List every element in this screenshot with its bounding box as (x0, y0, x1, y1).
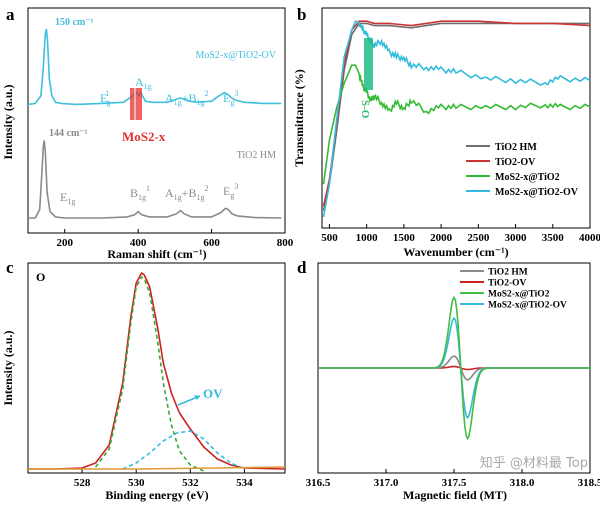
panel-b-legend: TiO2 HM TiO2-OV MoS2-x@TiO2 MoS2-x@TiO2-OV (466, 142, 579, 198)
panel-a-ylabel: Intensity (a.u.) (1, 84, 15, 159)
peak-label: Eg3 (223, 89, 238, 107)
watermark: 知乎 @材料最 Top (480, 455, 588, 471)
x-tick-label: 4000 (579, 232, 600, 244)
panel-d-label: d (297, 258, 307, 277)
panel-b-label: b (297, 5, 306, 24)
legend-label: TiO2 HM (495, 142, 537, 153)
series-line (28, 140, 282, 219)
peak-label: B1g1 (130, 184, 150, 202)
peak-label: E1g (60, 190, 75, 206)
series-line (94, 276, 205, 472)
series-line (318, 295, 590, 441)
annotation-150: 150 cm⁻¹ (55, 17, 94, 28)
panel-a-xlabel: Raman shift (cm⁻¹) (107, 247, 206, 261)
x-tick-label: 318.0 (510, 477, 535, 489)
panel-a-frame (27, 7, 286, 234)
panel-c-lines (28, 272, 286, 472)
legend-label: TiO2-OV (488, 279, 526, 289)
mos2-highlight-stripe (134, 88, 136, 120)
peak-label: A1g+B1g2 (165, 89, 208, 107)
panel-b-xticks: 500 1000 1500 2000 2500 3000 3500 4000 (321, 224, 600, 244)
legend-label: TiO2 HM (488, 268, 528, 278)
panel-c: c O Intensity (a.u.) Binding energy (eV)… (1, 258, 286, 502)
legend-label: MoS2-x@TiO2 (488, 290, 550, 300)
peak-label: A1g+B1g2 (165, 184, 208, 202)
series-line (122, 430, 245, 470)
series-line (322, 64, 591, 185)
panel-c-xlabel: Binding energy (eV) (105, 488, 208, 502)
panel-b: b Transmittance (%) Wavenumber (cm⁻¹) 50… (292, 5, 600, 259)
x-tick-label: 2500 (467, 232, 490, 244)
annotation-144: 144 cm⁻¹ (49, 128, 88, 139)
series-line (27, 28, 282, 106)
legend-label: TiO2-OV (495, 157, 536, 168)
x-tick-label: 3500 (542, 232, 565, 244)
legend-label: MoS2-x@TiO2-OV (495, 187, 579, 198)
x-tick-label: 1000 (356, 232, 379, 244)
x-tick-label: 800 (277, 237, 294, 249)
panel-a-xticks: 200 400 600 800 (56, 229, 294, 249)
x-tick-label: 318.5 (578, 477, 600, 489)
series-label-mos2-tio2-ov: MoS2-x@TiO2-OV (195, 50, 276, 61)
series-label-tio2-hm: TiO2 HM (237, 150, 276, 161)
series-line (28, 466, 286, 470)
series-line (322, 19, 591, 218)
annotation-mos2x: MoS2-x (122, 129, 166, 144)
panel-d: d Magnetic field (MT) 316.5 317.0 317.5 318… (297, 258, 600, 502)
panel-b-ylabel: Transmittance (%) (292, 69, 306, 166)
x-tick-label: 2000 (430, 232, 453, 244)
peak-labels-top: E1 g A1g A1g+B1g2 Eg3 (100, 75, 238, 107)
peak-label: Eg3 (223, 182, 238, 200)
peak-labels-bottom: E1g B1g1 A1g+B1g2 Eg3 (60, 182, 238, 206)
panel-b-lines (322, 19, 591, 218)
x-tick-label: 317.5 (442, 477, 467, 489)
x-tick-label: 600 (203, 237, 220, 249)
panel-a-label: a (6, 5, 15, 24)
x-tick-label: 534 (236, 477, 253, 489)
x-tick-label: 1500 (393, 232, 416, 244)
panel-c-ylabel: Intensity (a.u.) (1, 330, 15, 405)
x-tick-label: 532 (182, 477, 199, 489)
panel-c-title: O (36, 270, 45, 284)
panel-d-xticks: 316.5 317.0 317.5 318.0 318.5 (306, 469, 600, 489)
panel-c-frame (27, 262, 286, 474)
annotation-s-o: S-O (359, 100, 371, 119)
series-line (28, 272, 286, 470)
s-o-highlight-bar (364, 38, 373, 90)
x-tick-label: 316.5 (306, 477, 331, 489)
panel-a: a Intensity (a.u.) Raman shift (cm⁻¹) 20… (1, 5, 294, 261)
panel-c-xticks: 528 530 532 534 (74, 469, 253, 489)
x-tick-label: 3000 (505, 232, 528, 244)
panel-b-xlabel: Wavenumber (cm⁻¹) (403, 245, 508, 259)
ov-arrow-head (194, 395, 200, 400)
panel-b-frame (321, 7, 591, 229)
x-tick-label: 528 (74, 477, 91, 489)
peak-label: A1g (135, 75, 152, 91)
x-tick-label: 200 (56, 237, 73, 249)
legend-label: MoS2-x@TiO2-OV (488, 301, 567, 311)
panel-c-label: c (6, 258, 14, 277)
panel-d-xlabel: Magnetic field (MT) (403, 488, 507, 502)
panel-d-lines (318, 295, 590, 441)
x-tick-label: 530 (128, 477, 145, 489)
annotation-ov: OV (203, 386, 223, 401)
x-tick-label: 317.0 (374, 477, 399, 489)
legend-label: MoS2-x@TiO2 (495, 172, 560, 183)
x-tick-label: 500 (321, 232, 338, 244)
x-tick-label: 400 (130, 237, 147, 249)
